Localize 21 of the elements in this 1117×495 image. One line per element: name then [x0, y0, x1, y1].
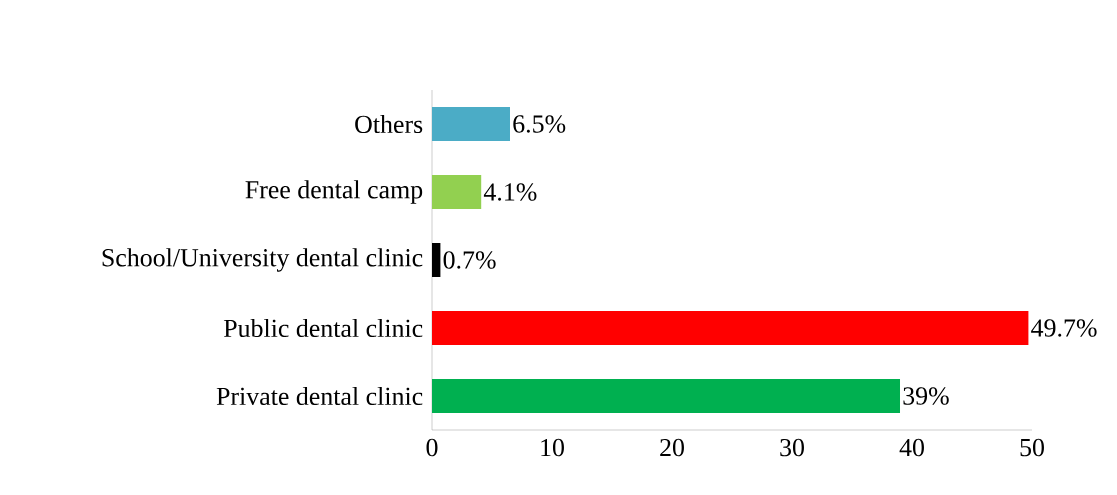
- y-tick-label: Public dental clinic: [223, 318, 423, 338]
- x-tick-label: 20: [660, 438, 684, 457]
- y-tick-label: Free dental camp: [245, 180, 423, 204]
- bar: [432, 175, 482, 209]
- x-tick-label: 0: [426, 438, 438, 457]
- y-tick-label: School/University dental clinic: [102, 248, 423, 272]
- x-tick-label: 50: [1020, 438, 1044, 457]
- data-label: 0.7%: [443, 251, 496, 269]
- x-tick-label: 30: [780, 438, 804, 457]
- y-tick-label: Others: [355, 114, 423, 134]
- y-tick-label: Private dental clinic: [216, 386, 423, 406]
- data-label: 4.1%: [483, 183, 537, 201]
- bar: [432, 379, 901, 413]
- bar: [432, 107, 510, 141]
- data-label: 49.7%: [1031, 319, 1097, 337]
- data-label: 39%: [903, 387, 949, 405]
- bar: [432, 311, 1029, 345]
- x-tick-label: 10: [541, 438, 564, 457]
- data-label: 6.5%: [513, 115, 566, 133]
- x-tick-label: 40: [899, 438, 924, 457]
- bar: [432, 243, 441, 277]
